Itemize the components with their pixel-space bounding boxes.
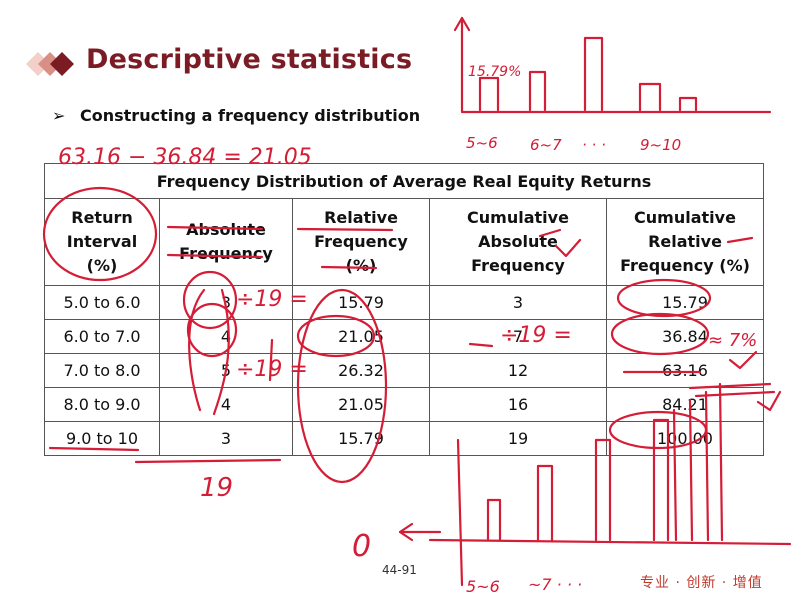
header-line: Frequency [179,244,273,263]
cell-cum-absolute: 3 [429,285,607,320]
header-line: Frequency [314,232,408,251]
header-line: Relative [648,232,722,251]
cell-cum-relative: 84.21 [606,387,764,422]
header-line: (%) [345,256,377,275]
cell-absolute: 4 [159,319,293,354]
header-line: (%) [86,256,118,275]
cell-cum-relative: 15.79 [606,285,764,320]
cell-cum-absolute: 19 [429,421,607,456]
header-cumulative-relative-frequency: Cumulative Relative Frequency (%) [606,198,764,286]
annotation-bottom-axis-more: ~7 · · · [528,575,582,594]
cell-absolute: 5 [159,353,293,388]
annotation-bottom-axis: 5~6 [466,577,500,596]
header-return-interval: Return Interval (%) [44,198,160,286]
cell-cum-relative: 100.00 [606,421,764,456]
cell-cum-absolute: 7 [429,319,607,354]
brand-text: 专业 · 创新 · 增值 [640,575,763,591]
header-cumulative-absolute-frequency: Cumulative Absolute Frequency [429,198,607,286]
frequency-table: Frequency Distribution of Average Real E… [44,163,764,456]
cell-interval: 7.0 to 8.0 [44,353,160,388]
table-row: 6.0 to 7.0 4 21.05 7 36.84 [44,319,764,354]
header-line: Return [71,208,133,227]
bullet-arrow-icon: ➢ [52,108,66,125]
logo-diamonds-icon [26,52,74,76]
cell-interval: 9.0 to 10 [44,421,160,456]
header-line: Cumulative [634,208,736,227]
cell-absolute: 3 [159,285,293,320]
cell-interval: 8.0 to 9.0 [44,387,160,422]
axis-label-1: 5~6 [466,134,498,152]
cell-absolute: 3 [159,421,293,456]
cell-absolute: 4 [159,387,293,422]
axis-label-2: 6~7 [530,136,562,154]
cell-relative: 21.05 [292,319,430,354]
cell-interval: 6.0 to 7.0 [44,319,160,354]
histogram-sketch-top: 15.79% 5~6 6~7 · · · 9~10 [453,16,772,154]
table-row: 7.0 to 8.0 5 26.32 12 63.16 [44,353,764,388]
table-caption: Frequency Distribution of Average Real E… [44,163,764,199]
axis-label-4: 9~10 [640,136,681,154]
cell-interval: 5.0 to 6.0 [44,285,160,320]
table-row: 5.0 to 6.0 3 15.79 3 15.79 [44,285,764,320]
cell-cum-relative: 63.16 [606,353,764,388]
header-relative-frequency: Relative Frequency (%) [292,198,430,286]
annotation-bar-label: 15.79% [468,64,521,80]
header-line: Interval [66,232,138,251]
header-line: Frequency [471,256,565,275]
cell-cum-absolute: 12 [429,353,607,388]
page-number: 44-91 [382,563,417,577]
cell-cum-absolute: 16 [429,387,607,422]
header-line: Cumulative [467,208,569,227]
slide-title: Descriptive statistics [86,44,413,75]
cell-relative: 26.32 [292,353,430,388]
table-row: 9.0 to 10 3 15.79 19 100.00 [44,421,764,456]
annotation-zero: 0 [352,529,371,564]
axis-label-3: · · · [582,136,606,154]
table-row: 8.0 to 9.0 4 21.05 16 84.21 [44,387,764,422]
cell-relative: 21.05 [292,387,430,422]
slide-subtitle: Constructing a frequency distribution [80,106,421,125]
cell-cum-relative: 36.84 [606,319,764,354]
header-line: Absolute [186,220,266,239]
header-absolute-frequency: Absolute Frequency [159,198,293,286]
header-line: Absolute [478,232,558,251]
annotation-total: 19 [200,473,233,503]
header-line: Frequency (%) [620,256,750,275]
cell-relative: 15.79 [292,421,430,456]
cell-relative: 15.79 [292,285,430,320]
header-line: Relative [324,208,398,227]
